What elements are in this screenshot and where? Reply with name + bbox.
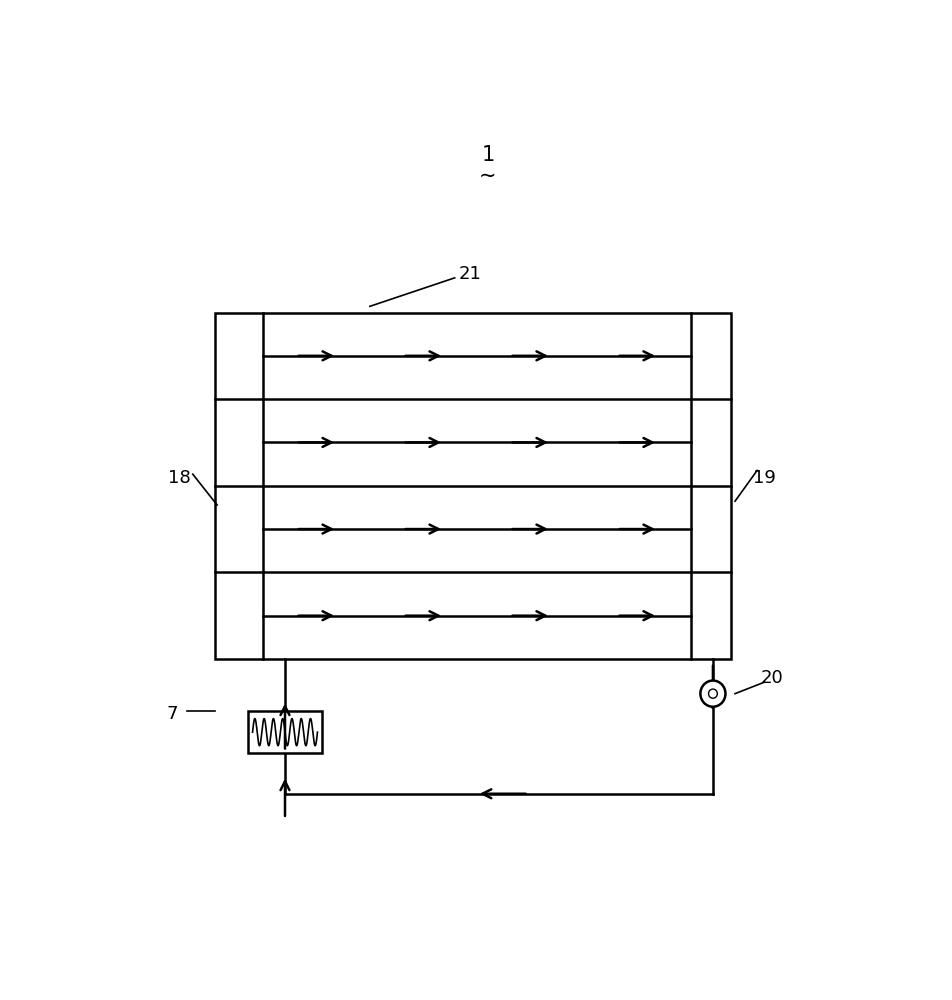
Text: 7: 7 [167,705,178,723]
Circle shape [701,681,725,707]
Circle shape [708,689,717,698]
Bar [248,711,322,753]
Text: 20: 20 [761,669,783,687]
Text: ∼: ∼ [479,166,497,186]
Text: 21: 21 [459,265,482,283]
Text: 19: 19 [753,469,776,487]
Bar [215,312,731,659]
Text: 1: 1 [482,145,494,165]
Text: 18: 18 [169,469,190,487]
